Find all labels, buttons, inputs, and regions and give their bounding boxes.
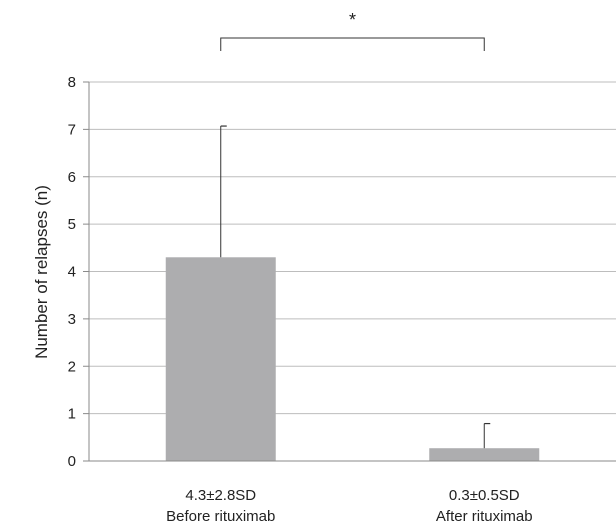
category-label-0: Before rituximab <box>166 508 275 525</box>
y-tick-label: 4 <box>68 264 76 281</box>
y-tick-label: 1 <box>68 406 76 423</box>
y-tick-label: 8 <box>68 74 76 91</box>
significance-bracket <box>220 37 485 51</box>
y-tick-label: 3 <box>68 311 76 328</box>
y-tick-label: 6 <box>68 169 76 186</box>
y-tick-labels: 0 1 2 3 4 5 6 7 8 <box>68 74 76 470</box>
axes <box>83 81 616 462</box>
significance-star: * <box>349 10 356 30</box>
y-tick-label: 0 <box>68 453 76 470</box>
x-category-labels: 4.3±2.8SD Before rituximab 0.3±0.5SD After … <box>166 487 532 525</box>
y-tick-label: 2 <box>68 358 76 375</box>
bar-1 <box>429 448 540 461</box>
category-stat-1: 0.3±0.5SD <box>449 487 520 504</box>
y-tick-label: 5 <box>68 216 76 233</box>
y-tick-label: 7 <box>68 121 76 138</box>
category-label-1: After rituximab <box>436 508 533 525</box>
category-stat-0: 4.3±2.8SD <box>185 487 256 504</box>
y-axis-label: Number of relapses (n) <box>32 185 51 359</box>
error-bars <box>220 125 491 449</box>
bars <box>165 257 540 461</box>
bar-0 <box>165 257 276 461</box>
significance-annotation: * <box>220 10 485 51</box>
